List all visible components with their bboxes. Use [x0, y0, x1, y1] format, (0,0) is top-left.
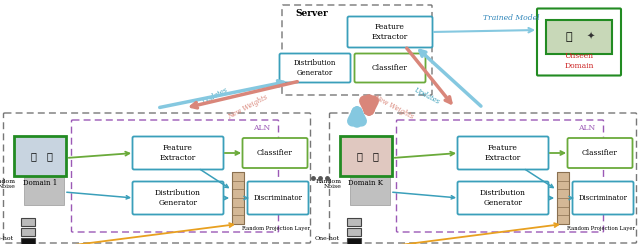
- FancyBboxPatch shape: [458, 136, 548, 170]
- Text: Random Projection Layer: Random Projection Layer: [567, 226, 635, 231]
- Text: Classifier: Classifier: [582, 149, 618, 157]
- Text: Distribution
Generator: Distribution Generator: [480, 189, 526, 207]
- Text: Distribution
Generator: Distribution Generator: [294, 59, 336, 77]
- FancyBboxPatch shape: [24, 177, 64, 205]
- Text: Feature
Extractor: Feature Extractor: [160, 144, 196, 162]
- Text: 🐦: 🐦: [30, 151, 36, 161]
- FancyBboxPatch shape: [21, 238, 35, 244]
- Text: Feature
Extractor: Feature Extractor: [372, 23, 408, 41]
- FancyBboxPatch shape: [348, 17, 433, 48]
- Text: Feature
Extractor: Feature Extractor: [485, 144, 521, 162]
- FancyBboxPatch shape: [355, 53, 426, 82]
- FancyBboxPatch shape: [568, 138, 632, 168]
- FancyBboxPatch shape: [14, 136, 66, 176]
- FancyBboxPatch shape: [350, 177, 390, 205]
- Text: Unseen
Domain: Unseen Domain: [564, 52, 594, 70]
- Text: ALN: ALN: [253, 124, 270, 132]
- Text: Classifier: Classifier: [257, 149, 293, 157]
- Text: ALN: ALN: [578, 124, 595, 132]
- Text: Discriminator: Discriminator: [253, 194, 303, 202]
- FancyBboxPatch shape: [546, 20, 612, 54]
- Text: 🦚: 🦚: [356, 151, 362, 161]
- FancyBboxPatch shape: [347, 228, 361, 236]
- Text: ✦: ✦: [587, 32, 595, 42]
- FancyBboxPatch shape: [243, 138, 307, 168]
- Text: One-hot: One-hot: [0, 235, 14, 241]
- FancyBboxPatch shape: [340, 136, 392, 176]
- FancyBboxPatch shape: [232, 172, 244, 224]
- Text: One-hot: One-hot: [315, 235, 340, 241]
- FancyBboxPatch shape: [458, 182, 548, 214]
- FancyBboxPatch shape: [132, 136, 223, 170]
- FancyBboxPatch shape: [132, 182, 223, 214]
- FancyBboxPatch shape: [347, 238, 361, 244]
- FancyBboxPatch shape: [248, 182, 308, 214]
- Text: Trained Model: Trained Model: [483, 14, 540, 22]
- Text: New Weights: New Weights: [227, 93, 269, 121]
- Text: 🐦: 🐦: [566, 32, 572, 42]
- Text: New Weights: New Weights: [372, 93, 414, 121]
- FancyBboxPatch shape: [21, 218, 35, 226]
- Text: Server: Server: [296, 10, 328, 19]
- FancyBboxPatch shape: [557, 172, 569, 224]
- Text: Distribution
Generator: Distribution Generator: [155, 189, 201, 207]
- Text: 🦅: 🦅: [46, 151, 52, 161]
- Text: 🦩: 🦩: [372, 151, 378, 161]
- FancyBboxPatch shape: [21, 228, 35, 236]
- FancyBboxPatch shape: [573, 182, 634, 214]
- Text: Classifier: Classifier: [372, 64, 408, 72]
- Text: Discriminator: Discriminator: [579, 194, 627, 202]
- Text: Domain 1: Domain 1: [23, 179, 57, 187]
- Text: Random
Noise: Random Noise: [0, 179, 16, 189]
- FancyBboxPatch shape: [347, 218, 361, 226]
- Text: Domain K: Domain K: [349, 179, 383, 187]
- Text: Updates: Updates: [201, 86, 229, 106]
- Text: Random
Noise: Random Noise: [316, 179, 342, 189]
- FancyBboxPatch shape: [280, 53, 351, 82]
- Text: Updates: Updates: [413, 86, 441, 106]
- Text: Random Projection Layer: Random Projection Layer: [242, 226, 310, 231]
